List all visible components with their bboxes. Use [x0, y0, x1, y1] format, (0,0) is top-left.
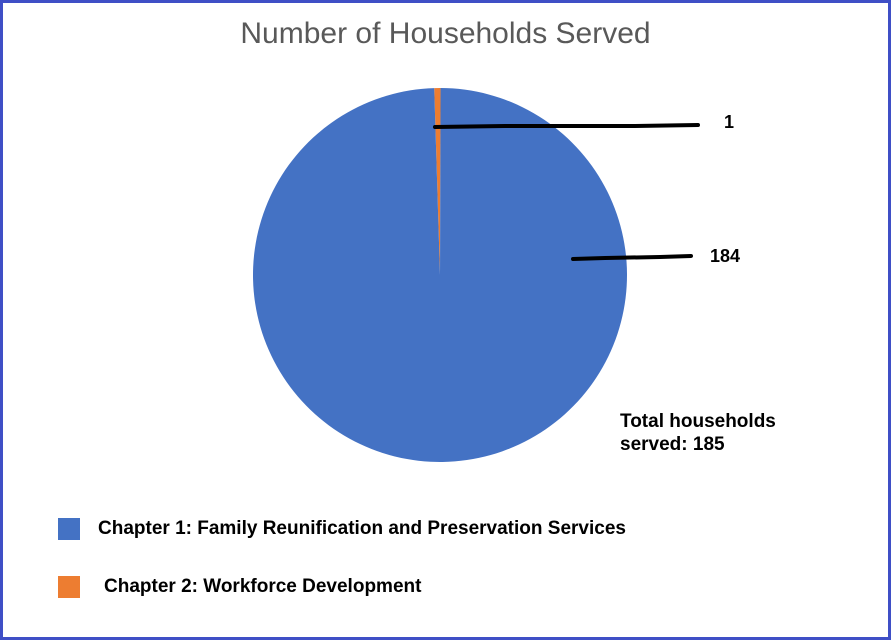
total-annotation: Total households served: 185: [620, 411, 776, 455]
leader-line-chapter-2: [433, 123, 700, 129]
legend-label-chapter-2: Chapter 2: Workforce Development: [104, 576, 422, 597]
chart-title: Number of Households Served: [240, 17, 651, 50]
legend-swatch-chapter-1: [58, 518, 80, 540]
pie-slice-chapter-2: [434, 88, 441, 275]
legend-swatch-chapter-2: [58, 576, 80, 598]
data-label-chapter-2: 1: [724, 112, 735, 132]
legend-item-chapter-2: Chapter 2: Workforce Development: [58, 576, 421, 598]
pie-slice-chapter-1: [252, 88, 627, 462]
legend-label-chapter-1: Chapter 1: Family Reunification and Pres…: [98, 518, 626, 539]
leader-line-chapter-1: [571, 254, 693, 261]
pie-slices: [252, 88, 627, 462]
legend-item-chapter-1: Chapter 1: Family Reunification and Pres…: [58, 518, 626, 540]
data-label-chapter-1: 184: [710, 246, 741, 266]
leader-lines: [433, 123, 700, 261]
